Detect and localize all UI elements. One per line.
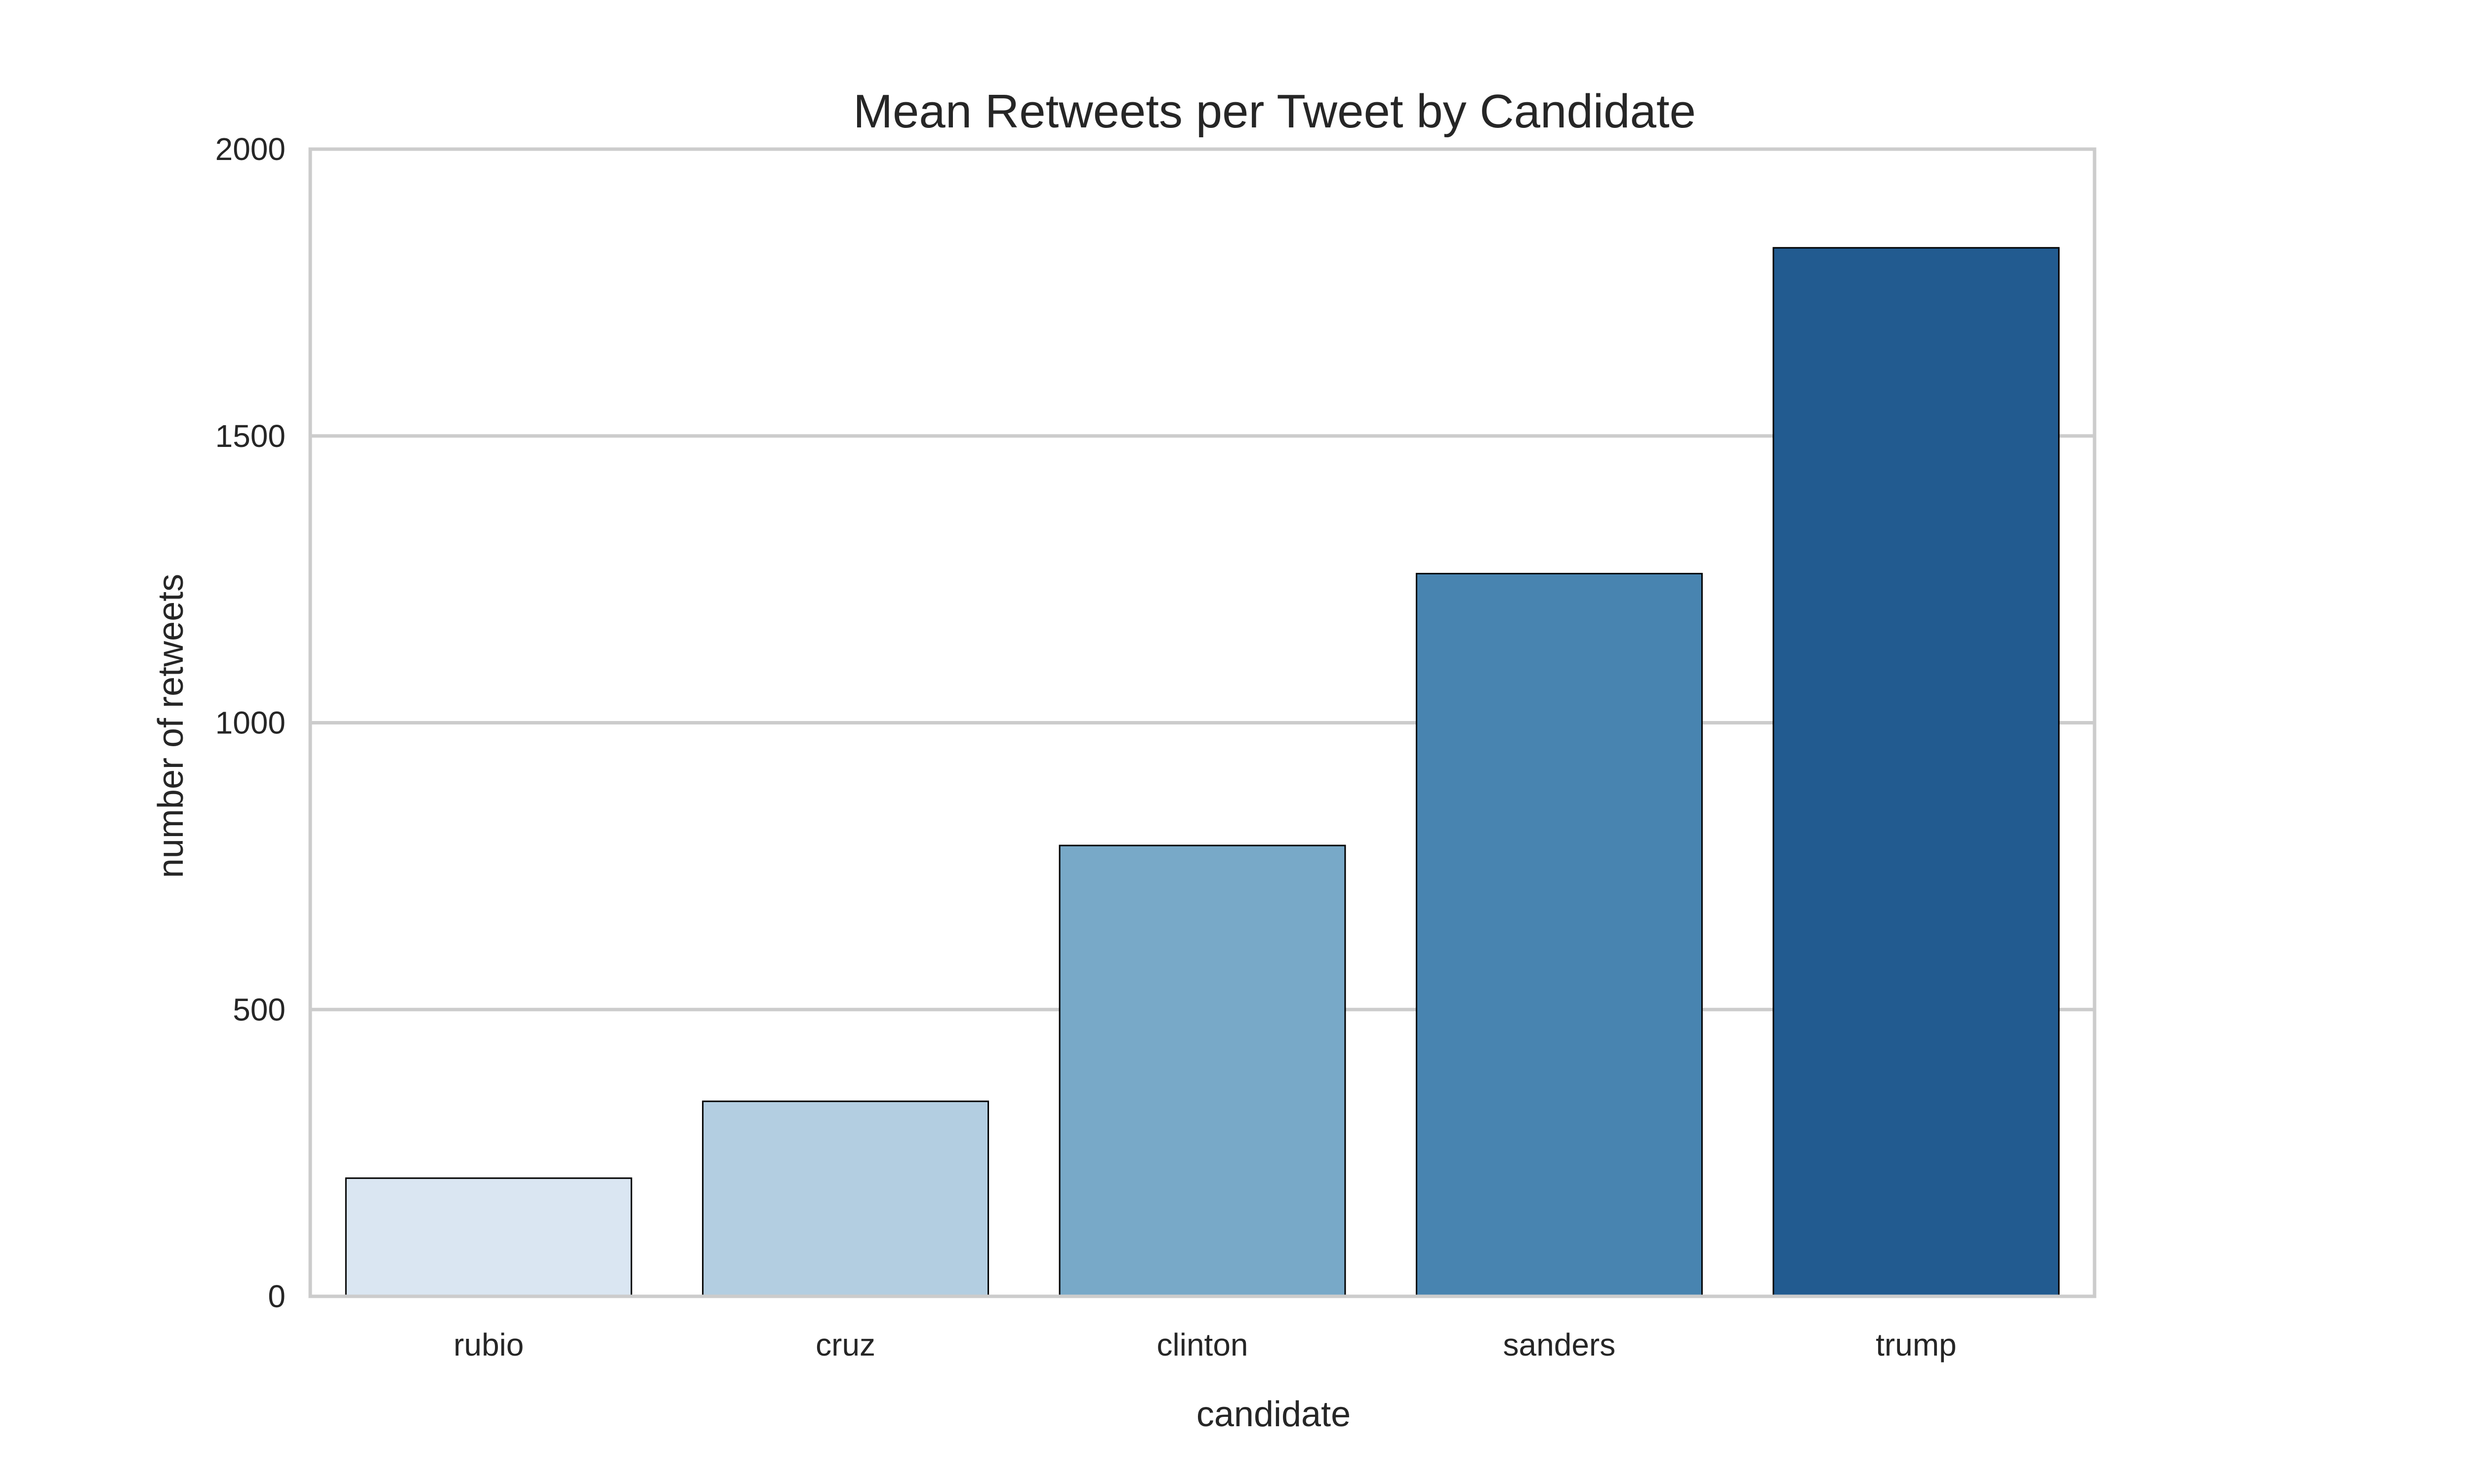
- x-tick-label-trump: trump: [1876, 1327, 1957, 1363]
- x-tick-label-cruz: cruz: [816, 1327, 875, 1363]
- y-tick-labels: 0 500 1000 1500 2000: [215, 131, 286, 1314]
- y-tick-label: 0: [268, 1279, 286, 1314]
- y-tick-label: 1000: [215, 705, 286, 741]
- bar-clinton: [1059, 844, 1346, 1297]
- bars: [345, 247, 2060, 1297]
- x-tick-labels: rubio cruz clinton sanders trump: [453, 1327, 1957, 1363]
- bar-trump: [1772, 247, 2060, 1297]
- bar-rubio: [345, 1177, 632, 1297]
- plot-frame: [308, 147, 2097, 1298]
- y-tick-label: 1500: [215, 418, 286, 454]
- x-axis-label: candidate: [1196, 1395, 1351, 1434]
- y-tick-label: 500: [233, 992, 286, 1027]
- y-axis-label: number of retweets: [151, 574, 191, 878]
- x-tick-label-clinton: clinton: [1157, 1327, 1248, 1363]
- x-tick-label-rubio: rubio: [453, 1327, 524, 1363]
- chart-title: Mean Retweets per Tweet by Candidate: [853, 85, 1696, 138]
- x-tick-label-sanders: sanders: [1503, 1327, 1616, 1363]
- bar-sanders: [1415, 573, 1703, 1297]
- bar-cruz: [702, 1100, 989, 1297]
- y-tick-label: 2000: [215, 131, 286, 167]
